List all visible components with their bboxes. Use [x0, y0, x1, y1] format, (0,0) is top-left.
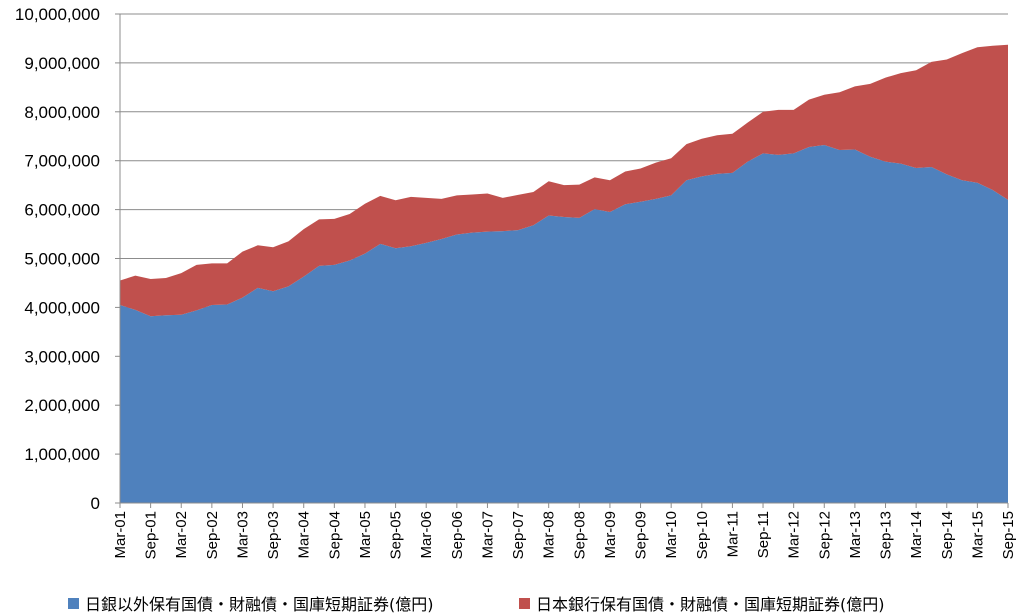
x-tick-label: Sep-11: [755, 511, 772, 558]
x-tick-label: Sep-09: [633, 511, 650, 559]
x-tick-label: Mar-03: [234, 511, 251, 559]
areas: [120, 44, 1008, 504]
y-tick-label: 4,000,000: [24, 298, 100, 317]
legend-swatch-series-1: [68, 597, 79, 609]
y-tick-label: 6,000,000: [24, 201, 100, 220]
x-tick-label: Mar-13: [847, 511, 864, 559]
y-tick-label: 0: [91, 494, 100, 513]
axes: [115, 13, 1009, 508]
y-tick-label: 10,000,000: [15, 5, 100, 24]
x-tick-label: Sep-07: [510, 511, 527, 559]
x-tick-label: Sep-10: [694, 511, 711, 559]
x-tick-label: Sep-14: [939, 511, 956, 559]
x-tick-label: Mar-05: [357, 511, 374, 559]
x-tick-label: Mar-02: [173, 511, 190, 559]
y-tick-label: 1,000,000: [24, 445, 100, 464]
y-tick-label: 2,000,000: [24, 396, 100, 415]
legend-label-series-1: 日銀以外保有国債・財融債・国庫短期証券(億円): [85, 595, 434, 614]
legend-item-series-1: 日銀以外保有国債・財融債・国庫短期証券(億円): [68, 591, 434, 615]
x-tick-label: Mar-15: [969, 511, 986, 559]
x-tick-label: Sep-12: [816, 511, 833, 559]
x-tick-label: Sep-04: [326, 511, 343, 559]
x-tick-label: Mar-14: [908, 511, 925, 559]
y-tick-label: 9,000,000: [24, 54, 100, 73]
x-tick-label: Sep-15: [1000, 511, 1017, 559]
x-tick-label: Mar-12: [786, 511, 803, 559]
stacked-area-chart: 0 1,000,000 2,000,000 3,000,000 4,000,000 5,0…: [15, 5, 1017, 559]
x-tick-labels: Mar-01 Sep-01 Mar-02 Sep-02 Mar-03 Sep-03 Mar-…: [112, 511, 1017, 559]
legend-swatch-series-2: [519, 597, 530, 609]
y-tick-label: 8,000,000: [24, 103, 100, 122]
x-tick-label: Mar-08: [541, 511, 558, 559]
area-series-2: [120, 44, 1008, 317]
y-tick-label: 3,000,000: [24, 347, 100, 366]
x-tick-label: Mar-10: [663, 511, 680, 559]
x-tick-label: Sep-06: [449, 511, 466, 559]
x-tick-label: Mar-06: [418, 511, 435, 559]
x-tick-label: Sep-08: [571, 511, 588, 559]
legend: 日銀以外保有国債・財融債・国庫短期証券(億円) 日本銀行保有国債・財融債・国庫短…: [0, 589, 1022, 614]
x-tick-label: Sep-03: [265, 511, 282, 559]
x-tick-label: Mar-01: [112, 511, 129, 559]
x-tick-label: Mar-04: [296, 511, 313, 559]
legend-label-series-2: 日本銀行保有国債・財融債・国庫短期証券(億円): [536, 595, 885, 614]
area-series-1: [120, 145, 1008, 504]
x-tick-label: Sep-02: [204, 511, 221, 559]
y-tick-label: 5,000,000: [24, 250, 100, 269]
x-tick-label: Mar-09: [602, 511, 619, 559]
x-tick-label: Mar-07: [479, 511, 496, 559]
legend-item-series-2: 日本銀行保有国債・財融債・国庫短期証券(億円): [519, 591, 885, 615]
x-tick-label: Sep-05: [388, 511, 405, 559]
x-tick-label: Mar-11: [724, 511, 741, 557]
y-tick-labels: 0 1,000,000 2,000,000 3,000,000 4,000,000 5,0…: [15, 5, 100, 513]
y-tick-label: 7,000,000: [24, 152, 100, 171]
x-tick-label: Sep-01: [143, 511, 160, 559]
x-tick-label: Sep-13: [878, 511, 895, 559]
